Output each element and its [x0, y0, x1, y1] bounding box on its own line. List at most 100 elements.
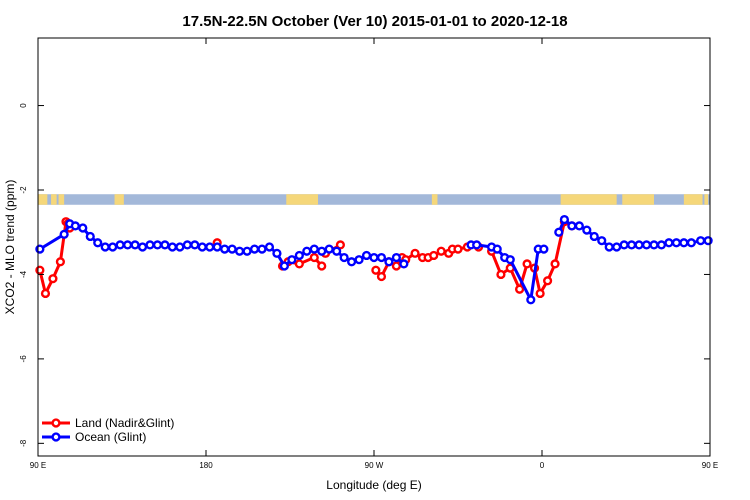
series-ocean — [35, 214, 713, 305]
data-point — [190, 240, 200, 250]
data-point — [550, 259, 560, 269]
data-point — [59, 229, 69, 239]
data-point — [410, 248, 420, 258]
data-point — [264, 242, 275, 252]
data-point — [539, 244, 549, 254]
landmask-band — [38, 194, 710, 205]
legend-swatch-marker — [51, 418, 61, 428]
land-patch — [286, 194, 318, 205]
data-point — [294, 250, 304, 261]
data-point — [197, 242, 207, 252]
data-point — [272, 248, 282, 258]
data-point — [182, 240, 192, 250]
data-point — [696, 236, 706, 246]
data-point — [626, 240, 637, 250]
land-patch — [51, 194, 57, 205]
data-point — [100, 242, 110, 252]
data-point — [317, 261, 327, 271]
land-patch — [114, 194, 124, 205]
data-point — [122, 240, 133, 250]
data-point — [130, 240, 140, 250]
plot-series — [35, 214, 713, 305]
y-tick-label: -2 — [19, 186, 28, 194]
land-patch — [560, 194, 617, 205]
data-point — [453, 244, 463, 254]
data-point — [634, 240, 644, 250]
data-point — [40, 288, 51, 299]
land-patch — [622, 194, 654, 205]
data-point — [496, 269, 506, 280]
data-point — [574, 221, 584, 231]
data-point — [612, 242, 622, 252]
data-point — [436, 246, 446, 256]
land-patch — [683, 194, 703, 205]
data-point — [175, 242, 185, 252]
data-point — [664, 238, 674, 248]
data-point — [492, 244, 502, 254]
data-point — [137, 242, 148, 252]
data-point — [93, 238, 103, 248]
data-point — [505, 255, 515, 265]
data-point — [242, 246, 252, 256]
data-point — [679, 238, 689, 248]
data-point — [145, 240, 155, 250]
y-tick-label: -8 — [19, 439, 28, 447]
data-point — [619, 240, 629, 250]
data-point — [649, 240, 659, 250]
x-tick-label: 90 E — [30, 461, 46, 470]
y-axis-label: XCO2 - MLO trend (ppm) — [3, 180, 17, 315]
data-point — [205, 242, 215, 252]
data-point — [399, 259, 409, 269]
data-point — [35, 244, 45, 254]
data-point — [115, 240, 125, 250]
data-point — [671, 238, 682, 248]
data-point — [554, 227, 564, 237]
data-point — [604, 242, 614, 252]
data-point — [235, 246, 245, 256]
data-point — [339, 252, 349, 263]
data-point — [160, 240, 170, 250]
data-point — [220, 244, 230, 254]
data-point — [559, 214, 570, 225]
x-tick-label: 180 — [199, 461, 213, 470]
data-point — [108, 242, 118, 252]
land-patch — [58, 194, 65, 205]
data-point — [514, 284, 525, 294]
x-axis-label: Longitude (deg E) — [326, 478, 421, 492]
data-point — [212, 242, 222, 252]
legend: Land (Nadir&Glint)Ocean (Glint) — [42, 416, 174, 444]
ocean-band — [38, 194, 710, 205]
data-point — [347, 257, 357, 267]
data-point — [582, 225, 592, 235]
data-point — [85, 231, 95, 242]
data-point — [152, 240, 163, 250]
data-point — [429, 250, 439, 261]
data-point — [371, 265, 381, 275]
legend-label: Ocean (Glint) — [75, 430, 146, 444]
data-point — [384, 257, 394, 267]
data-point — [257, 244, 267, 254]
data-point — [369, 252, 379, 263]
legend-swatch-marker — [51, 432, 61, 442]
land-patch — [431, 194, 438, 205]
data-point — [641, 240, 652, 250]
data-point — [78, 223, 88, 233]
land-patch — [38, 194, 48, 205]
data-point — [589, 231, 599, 242]
data-point — [294, 259, 304, 269]
data-point — [391, 252, 402, 263]
data-point — [376, 271, 387, 282]
y-tick-label: -4 — [19, 270, 28, 278]
data-point — [287, 255, 297, 265]
data-point — [597, 236, 607, 246]
data-point — [354, 255, 364, 265]
data-point — [703, 236, 713, 246]
data-point — [302, 246, 312, 256]
x-tick-label: 90 E — [702, 461, 718, 470]
series-land — [35, 217, 577, 299]
data-point — [317, 246, 327, 256]
data-point — [48, 274, 58, 284]
data-point — [391, 261, 402, 271]
data-point — [227, 244, 237, 254]
